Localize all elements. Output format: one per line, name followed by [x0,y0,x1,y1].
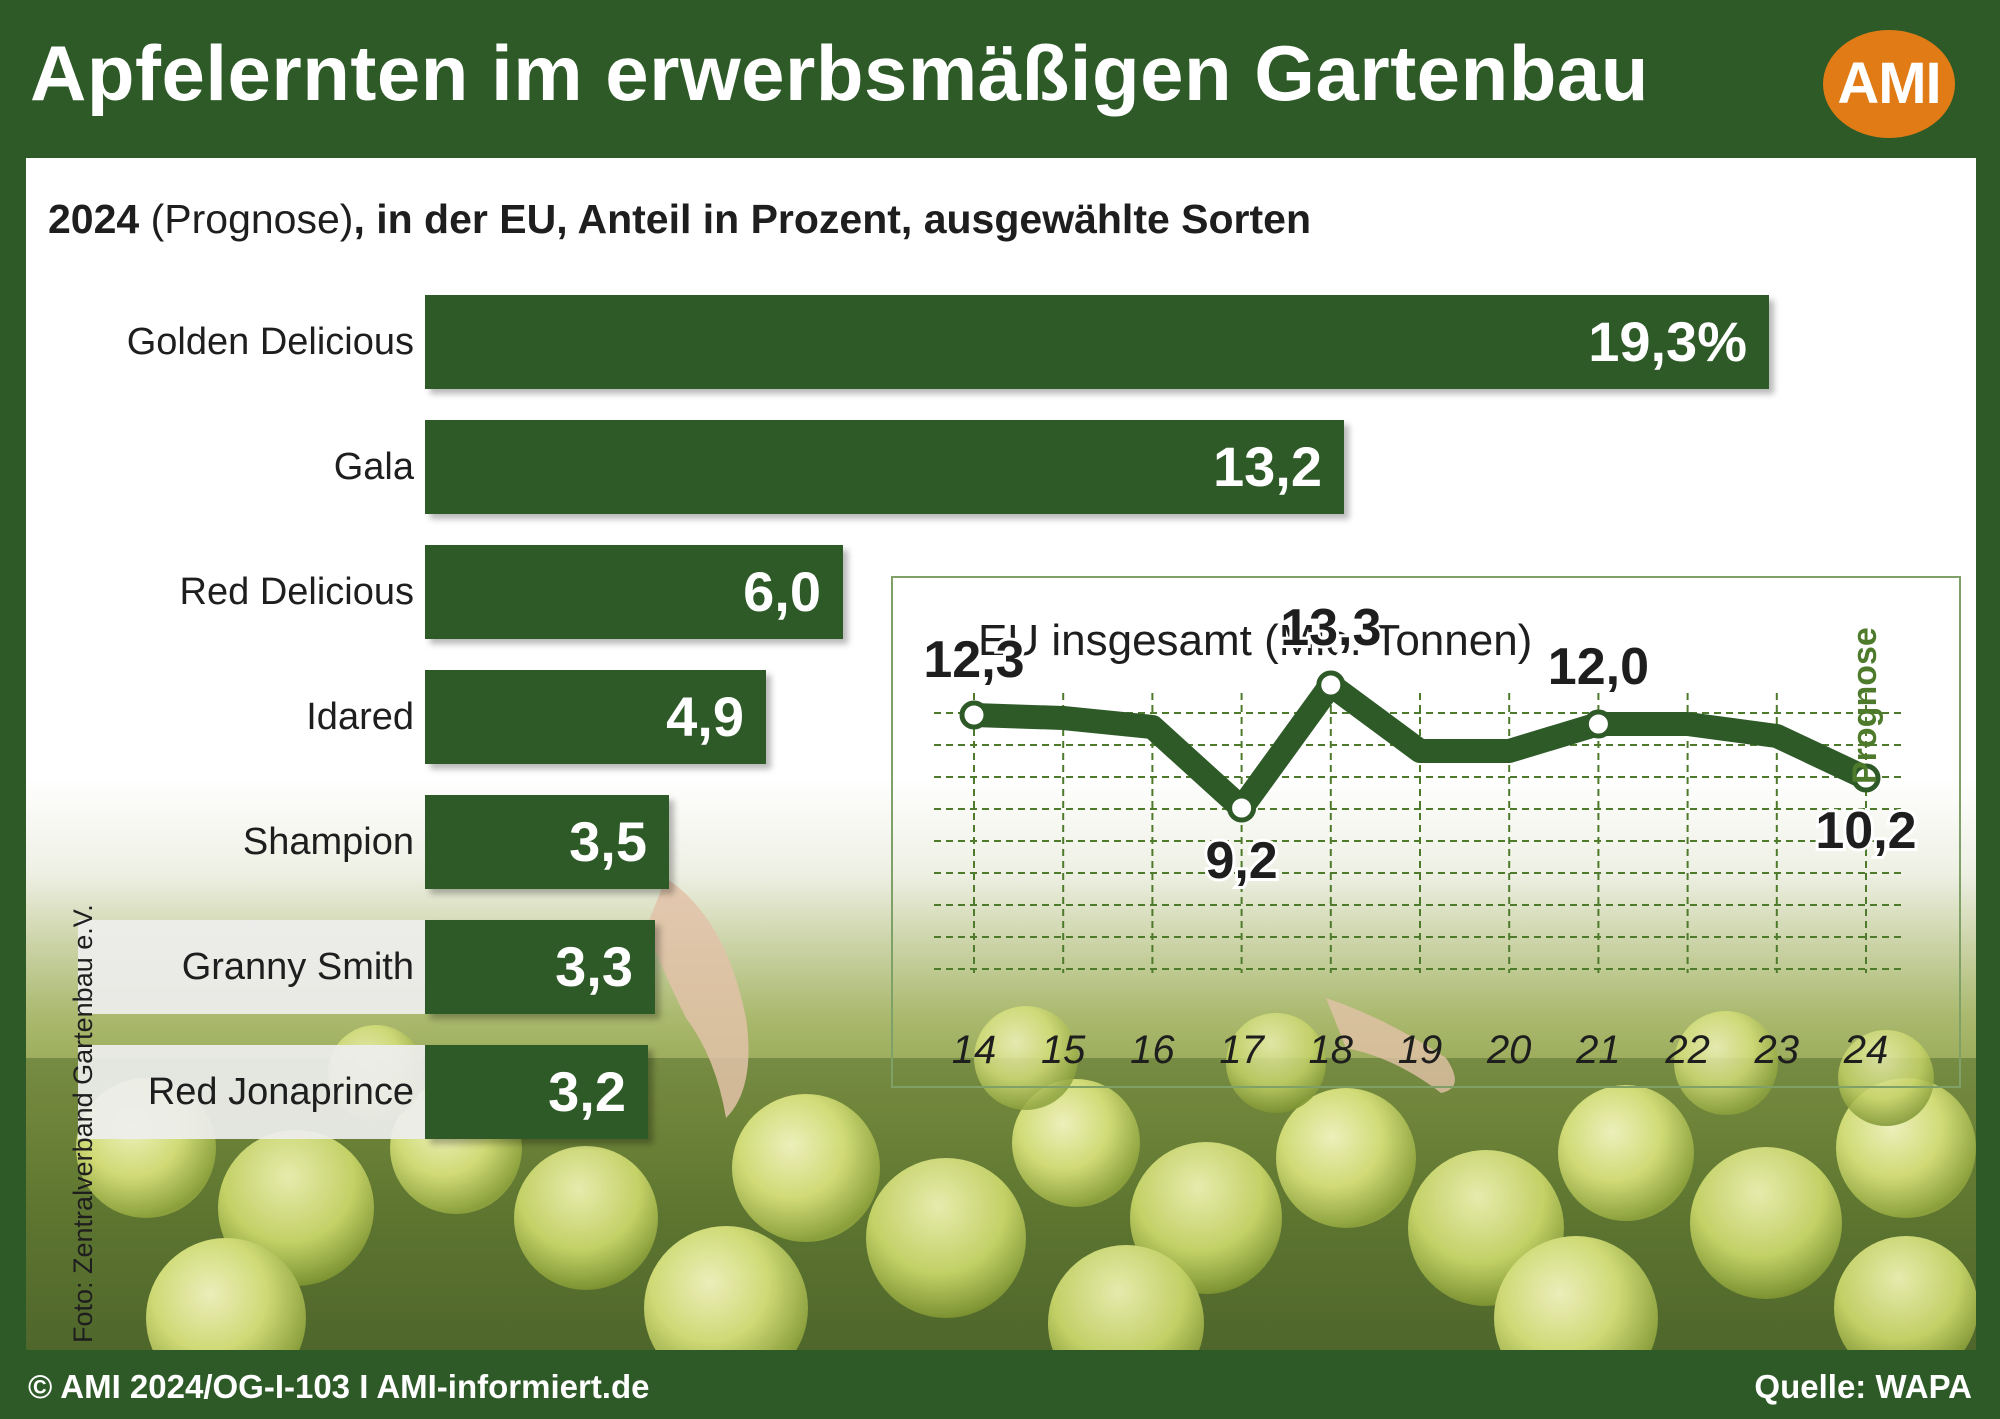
forecast-label: Prognose [1846,627,1884,784]
data-point-label: 12,3 [923,631,1024,689]
x-tick-label: 18 [1309,1028,1354,1072]
bar-category-label: Shampion [242,821,414,863]
bar-value-label: 19,3% [1588,310,1747,373]
bar-value-label: 6,0 [743,560,821,623]
bar-category-label: Red Jonaprince [78,1045,428,1139]
x-tick-label: 15 [1041,1028,1086,1072]
bar: 3,2 [425,1045,648,1139]
source-footer: Quelle: WAPA [1754,1368,1972,1405]
line-chart-box [891,576,1961,1088]
subtitle-prognose: (Prognose) [139,196,354,242]
ami-logo: AMI [1823,30,1955,138]
chart-subtitle: 2024 (Prognose), in der EU, Anteil in Pr… [48,196,1311,243]
bar: 3,3 [425,920,655,1014]
page-title: Apfelernten im erwerbsmäßigen Gartenbau [30,29,1649,117]
bar-category-label: Golden Delicious [126,321,414,363]
series-line [962,673,1878,820]
x-tick-label: 21 [1575,1028,1621,1072]
data-point-label: 13,3 [1280,599,1381,657]
bar-category-label: Gala [333,446,414,488]
copyright-footer: © AMI 2024/OG-I-103 I AMI-informiert.de [28,1368,650,1405]
bar: 3,5 [425,795,669,889]
bar-value-label: 3,2 [548,1060,626,1123]
bar: 4,9 [425,670,766,764]
x-tick-label: 14 [952,1028,997,1072]
data-point-marker [1316,670,1346,700]
data-point-marker [959,700,989,730]
bar: 13,2 [425,420,1344,514]
x-tick-label: 19 [1398,1028,1443,1072]
bar-value-label: 13,2 [1213,435,1322,498]
line-chart: 14 15 16 17 18 19 20 21 22 23 24 12,3 9,2 13,3 12,0 10,… [920,596,1919,1072]
bar-value-label: 4,9 [666,685,744,748]
x-tick-label: 20 [1486,1028,1532,1072]
subtitle-year: 2024 [48,196,140,242]
bar: 6,0 [425,545,843,639]
data-point-label: 10,2 [1815,802,1916,860]
chart-panel: 2024 (Prognose), in der EU, Anteil in Pr… [26,158,1976,1350]
data-point-marker [1583,709,1613,739]
data-point-marker [1851,763,1881,793]
bar: 19,3% [425,295,1769,389]
data-point-label: 12,0 [1548,638,1649,696]
x-tick-label: 23 [1754,1028,1800,1072]
data-point-label: 9,2 [1205,832,1277,890]
x-tick-label: 17 [1219,1028,1265,1072]
bar-category-label: Idared [306,696,414,738]
line-chart-title: EU insgesamt (Mio. Tonnen) [978,616,1533,665]
bar-category-label: Granny Smith [78,920,428,1014]
ami-logo-text: AMI [1837,51,1941,116]
data-point-marker [1227,793,1257,823]
bar-value-label: 3,3 [555,935,633,998]
x-tick-label: 24 [1843,1028,1889,1072]
bar-category-label: Red Delicious [179,571,414,613]
subtitle-rest: , in der EU, Anteil in Prozent, ausgewäh… [353,196,1312,242]
x-tick-label: 16 [1130,1028,1175,1072]
x-tick-label: 22 [1664,1028,1710,1072]
photo-credit: Foto: Zentralverband Gartenbau e.V. [68,904,98,1343]
bar-value-label: 3,5 [569,810,647,873]
